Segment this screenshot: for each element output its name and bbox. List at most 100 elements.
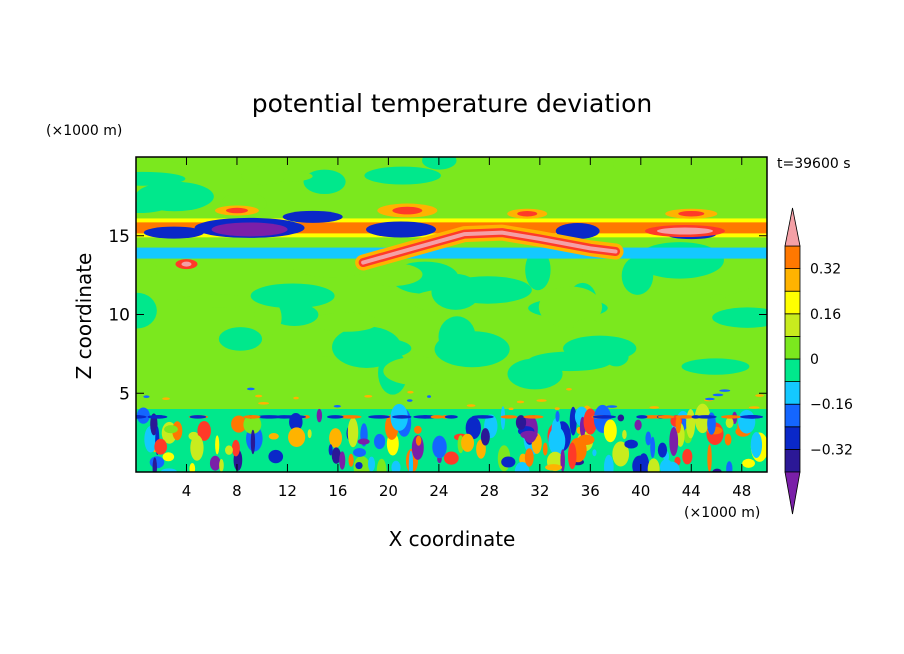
inversion-cell	[147, 415, 164, 419]
time-label: t=39600 s	[777, 156, 851, 172]
turbulent-cell	[712, 468, 722, 472]
mid-layer-patch	[250, 283, 335, 309]
turbulent-cell	[603, 454, 614, 472]
mid-layer-patch	[136, 292, 157, 329]
turbulent-cell	[738, 409, 756, 434]
colorbar-max-arrow	[784, 207, 801, 247]
mid-layer-patch	[438, 316, 476, 358]
inversion-cell	[675, 415, 696, 419]
warm-max	[656, 227, 713, 235]
x-tick-label: 4	[182, 482, 192, 500]
mid-layer-patch	[582, 265, 611, 287]
turbulent-cell	[316, 408, 323, 423]
gravity-wave-cell	[143, 395, 150, 399]
gravity-wave-cell	[536, 399, 547, 402]
turbulent-cell	[150, 413, 158, 436]
x-axis-label: X coordinate	[389, 527, 516, 551]
turbulent-cell	[443, 451, 459, 465]
mid-layer-patch	[270, 303, 319, 326]
gravity-wave-cell	[606, 405, 618, 408]
turbulent-cell	[634, 419, 642, 431]
turbulent-cell	[353, 447, 366, 457]
gravity-wave-cell	[407, 390, 414, 394]
inversion-cell	[444, 415, 458, 419]
gravity-wave-cell	[755, 394, 764, 397]
gravity-wave-cell	[466, 404, 476, 407]
inversion-cell	[302, 415, 310, 419]
turbulent-cell	[612, 441, 630, 467]
gravity-wave-cell	[406, 399, 413, 402]
inversion-cell	[256, 415, 282, 419]
turbulent-cell	[164, 425, 178, 434]
turbulent-cell	[288, 427, 306, 448]
inversion-cell	[725, 415, 735, 419]
gravity-wave-cell	[566, 387, 572, 391]
y-axis-label: Z coordinate	[72, 253, 96, 380]
turbulent-cell	[542, 442, 548, 456]
colorbar-label: 0	[810, 352, 819, 368]
colorbar-swatch	[784, 268, 801, 292]
mid-layer-patch	[573, 318, 600, 335]
x-tick-label: 40	[631, 482, 650, 500]
gravity-wave-cell	[162, 397, 170, 401]
gravity-wave-cell	[508, 407, 514, 411]
warm-blob-core	[392, 206, 423, 215]
mid-layer-patch	[360, 262, 423, 287]
turbulent-cell	[501, 456, 516, 468]
turbulent-cell	[355, 461, 363, 470]
mid-layer-patch	[712, 307, 767, 328]
gravity-wave-cell	[255, 394, 263, 398]
turbulent-cell	[357, 438, 370, 445]
gravity-wave-cell	[516, 400, 525, 404]
turbulent-cell	[514, 461, 530, 472]
turbulent-cell	[682, 448, 693, 465]
turbulent-cell	[339, 451, 346, 470]
turbulent-cell	[197, 420, 211, 441]
turbulent-cell	[331, 447, 341, 464]
colorbar: 0.32 0.16 0 −0.16 −0.32	[784, 207, 853, 515]
turbulent-cell	[675, 415, 682, 434]
gravity-wave-cell	[748, 406, 760, 409]
x-tick-label: 48	[732, 482, 751, 500]
x-tick-label: 32	[530, 482, 549, 500]
sloping-warm-max	[361, 230, 618, 265]
turbulent-cell	[524, 448, 534, 467]
mid-layer-patch	[176, 294, 261, 308]
colorbar-swatch	[784, 403, 801, 428]
turbulent-cell	[373, 433, 386, 450]
turbulent-cell	[742, 458, 755, 468]
upper-patch	[241, 165, 286, 186]
gravity-wave-cell	[427, 395, 432, 398]
inversion-cell	[691, 415, 701, 419]
turbulent-cell	[328, 444, 333, 456]
turbulent-cell	[219, 459, 224, 472]
upper-patch	[612, 157, 698, 176]
turbulent-cell	[686, 408, 696, 439]
colorbar-swatch	[784, 290, 801, 315]
mid-layer-patch	[681, 358, 750, 375]
colorbar-label: −0.32	[810, 442, 853, 458]
inversion-cell	[636, 415, 648, 419]
turbulent-cell	[368, 456, 376, 472]
turbulent-cell	[225, 445, 233, 455]
turbulent-cell	[268, 449, 284, 464]
upper-patch	[136, 201, 167, 214]
x-unit-label: (×1000 m)	[684, 505, 760, 521]
inversion-cell	[592, 415, 617, 419]
colorbar-swatch	[784, 381, 801, 405]
turbulent-cell	[414, 425, 422, 434]
gravity-wave-cell	[333, 404, 341, 408]
inversion-cell	[337, 415, 362, 419]
gravity-wave-cell	[712, 393, 724, 397]
inversion-cell	[136, 415, 145, 419]
turbulent-cell	[569, 406, 577, 436]
turbulent-cell	[603, 419, 617, 443]
turbulent-cell	[347, 417, 359, 448]
turbulent-cell	[189, 463, 196, 472]
turbulent-cell	[726, 461, 733, 472]
turbulent-cell	[515, 415, 527, 430]
turbulent-cell	[152, 457, 157, 472]
gravity-wave-cell	[649, 406, 660, 409]
x-tick-label: 8	[232, 482, 242, 500]
